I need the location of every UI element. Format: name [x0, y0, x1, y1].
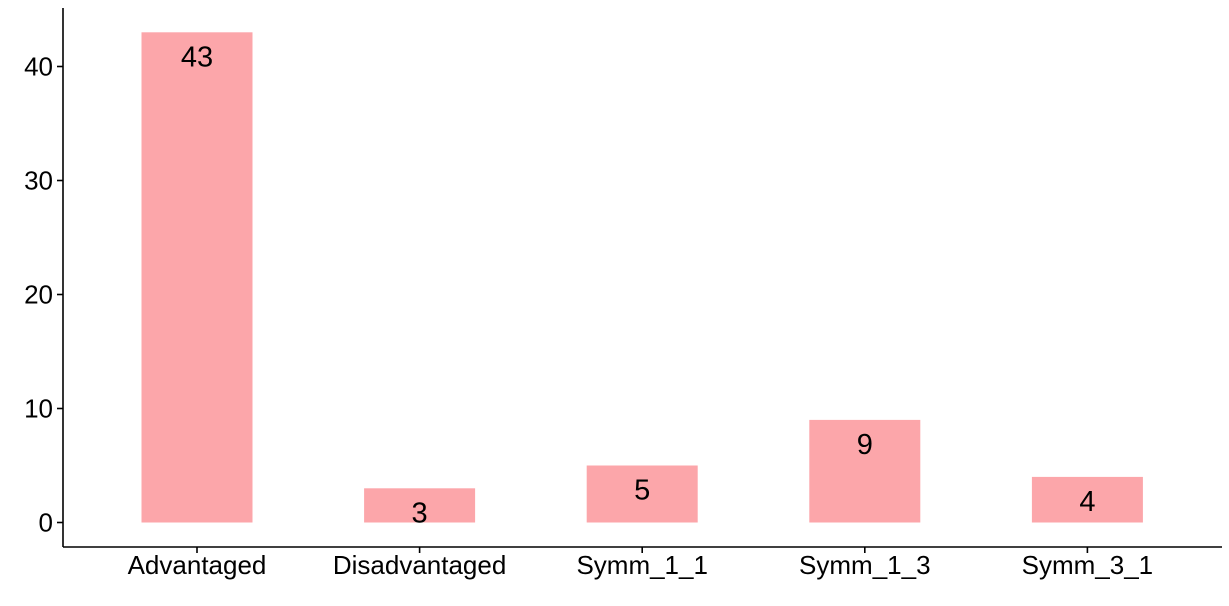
x-ticks: Advantaged Disadvantaged Symm_1_1 Symm_1_3 S… — [128, 547, 1154, 580]
bar-disadvantaged — [364, 488, 476, 523]
bar-symm-1-1 — [586, 465, 698, 523]
y-tick-label: 20 — [24, 280, 53, 310]
data-label-symm-1-3: 9 — [857, 429, 873, 461]
y-tick-label: 30 — [24, 166, 53, 196]
x-tick-label-advantaged: Advantaged — [128, 550, 267, 580]
bar-symm-1-3 — [809, 419, 921, 523]
x-tick-label-symm-3-1: Symm_3_1 — [1022, 550, 1154, 580]
y-tick-label: 10 — [24, 394, 53, 424]
y-ticks: 0 10 20 30 40 — [24, 52, 63, 538]
data-labels: 43 3 5 9 4 — [181, 41, 1096, 529]
x-tick-label-symm-1-3: Symm_1_3 — [799, 550, 931, 580]
x-tick-label-disadvantaged: Disadvantaged — [333, 550, 506, 580]
data-label-symm-1-1: 5 — [634, 475, 650, 507]
bars — [141, 32, 1143, 523]
y-tick-label: 0 — [39, 508, 53, 538]
x-tick-label-symm-1-1: Symm_1_1 — [576, 550, 708, 580]
bar-symm-3-1 — [1031, 476, 1143, 523]
data-label-disadvantaged: 3 — [412, 497, 428, 529]
data-label-symm-3-1: 4 — [1079, 486, 1095, 518]
bar-advantaged — [141, 32, 253, 523]
y-tick-label: 40 — [24, 52, 53, 82]
data-label-advantaged: 43 — [181, 41, 213, 73]
